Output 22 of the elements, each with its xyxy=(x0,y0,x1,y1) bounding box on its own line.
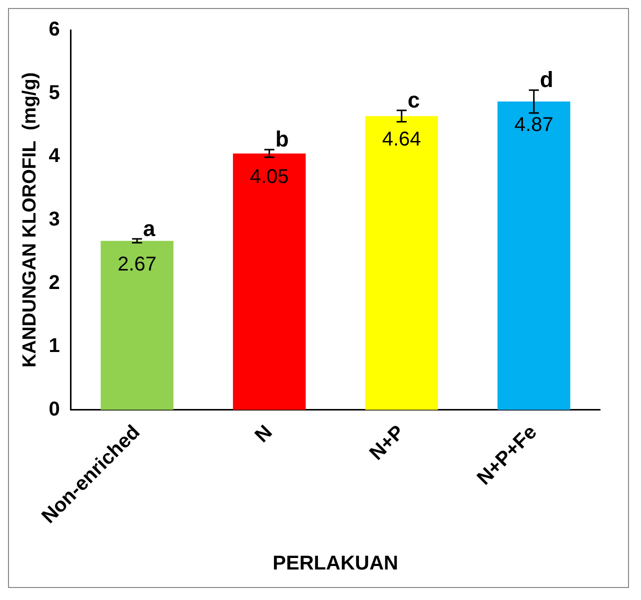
annotation: b xyxy=(275,126,289,152)
bar xyxy=(100,240,174,410)
y-tick-label: 6 xyxy=(48,18,60,41)
annotation: a xyxy=(143,216,156,241)
y-tick-label: 3 xyxy=(48,208,60,230)
annotation: c xyxy=(408,87,420,112)
data-label: 4.87 xyxy=(514,114,554,136)
y-tick-label: 2 xyxy=(48,272,60,294)
y-tick-label: 5 xyxy=(48,82,60,104)
data-label: 4.64 xyxy=(382,128,422,151)
data-label: 2.67 xyxy=(118,253,157,276)
y-tick-label: 4 xyxy=(48,145,61,168)
y-axis-title: KANDUNGAN KLOROFIL (mg/g) xyxy=(20,72,41,368)
y-tick-label: 1 xyxy=(48,335,60,358)
bar xyxy=(497,102,570,410)
annotation: d xyxy=(540,67,554,92)
x-tick-label: N xyxy=(250,421,277,448)
bar xyxy=(365,116,438,410)
x-axis-title: PERLAKUAN xyxy=(272,552,398,575)
y-tick-label: 0 xyxy=(48,398,60,420)
data-label: 4.05 xyxy=(250,166,289,188)
bar xyxy=(232,153,306,410)
